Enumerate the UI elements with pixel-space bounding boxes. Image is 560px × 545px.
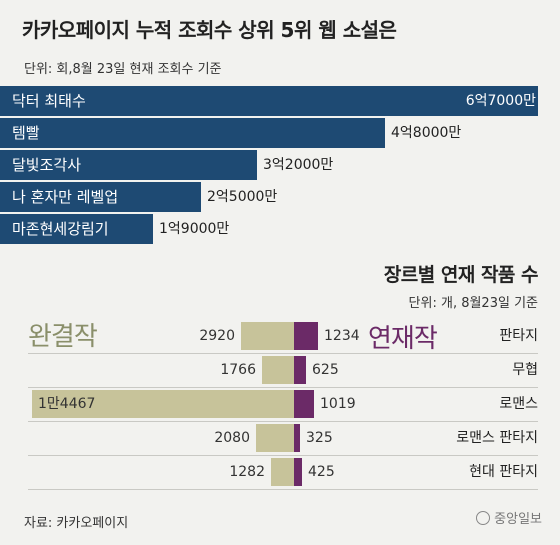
- genre-chart-title: 장르별 연재 작품 수: [383, 264, 539, 286]
- bar: 나 혼자만 레벨업: [0, 182, 201, 212]
- genre-unit-note: 단위: 개, 8월23일 기준: [408, 296, 538, 311]
- legend-ongoing: 연재작: [368, 324, 438, 354]
- bar-value-label: 1억9000만: [159, 221, 230, 237]
- bar: 달빛조각사: [0, 150, 257, 180]
- bar-value-label: 2억5000만: [207, 189, 278, 205]
- completed-value-label: 1766: [220, 362, 256, 378]
- completed-bar: [32, 390, 294, 418]
- completed-bar: [241, 322, 294, 350]
- row-separator: [28, 353, 538, 354]
- ongoing-value-label: 425: [308, 464, 335, 480]
- bar-category-label: 닥터 최태수: [12, 92, 86, 110]
- ongoing-bar: [294, 390, 314, 418]
- source-note: 자료: 카카오페이지: [24, 516, 129, 531]
- publisher-logo-icon: [476, 510, 491, 525]
- ongoing-bar: [294, 458, 302, 486]
- row-separator: [28, 489, 538, 490]
- ongoing-value-label: 1019: [320, 396, 356, 412]
- ongoing-value-label: 1234: [324, 328, 360, 344]
- bar: 마존현세강림기: [0, 214, 153, 244]
- row-separator: [28, 455, 538, 456]
- genre-label: 로맨스: [499, 396, 538, 412]
- completed-bar: [262, 356, 294, 384]
- unit-note: 단위: 회,8월 23일 현재 조회수 기준: [24, 62, 222, 77]
- genre-label: 현대 판타지: [469, 464, 538, 480]
- bar-category-label: 마존현세강림기: [12, 220, 109, 238]
- genre-label: 무협: [512, 362, 538, 378]
- bar: 닥터 최태수: [0, 86, 538, 116]
- ongoing-value-label: 325: [306, 430, 333, 446]
- ongoing-bar: [294, 322, 318, 350]
- bar: 템빨: [0, 118, 385, 148]
- completed-value-label: 1282: [229, 464, 265, 480]
- publisher-name: 중앙일보: [494, 512, 542, 527]
- bar-value-label: 3억2000만: [263, 157, 334, 173]
- row-separator: [28, 421, 538, 422]
- ongoing-value-label: 625: [312, 362, 339, 378]
- publisher-logo: 중앙일보: [476, 508, 542, 527]
- genre-label: 판타지: [499, 328, 538, 344]
- completed-bar: [271, 458, 294, 486]
- ongoing-bar: [294, 356, 306, 384]
- completed-value-label: 2080: [214, 430, 250, 446]
- ongoing-bar: [294, 424, 300, 452]
- bar-value-label: 6억7000만: [465, 93, 536, 109]
- genre-label: 로맨스 판타지: [456, 430, 538, 446]
- completed-bar: [256, 424, 294, 452]
- bar-value-label: 4억8000만: [391, 125, 462, 141]
- completed-value-label: 1만4467: [38, 396, 96, 412]
- bar-category-label: 템빨: [12, 124, 40, 142]
- legend-completed: 완결작: [28, 322, 98, 352]
- row-separator: [28, 387, 538, 388]
- chart-title: 카카오페이지 누적 조회수 상위 5위 웹 소설은: [22, 18, 397, 42]
- completed-value-label: 2920: [199, 328, 235, 344]
- bar-category-label: 달빛조각사: [12, 156, 82, 174]
- bar-category-label: 나 혼자만 레벨업: [12, 188, 119, 206]
